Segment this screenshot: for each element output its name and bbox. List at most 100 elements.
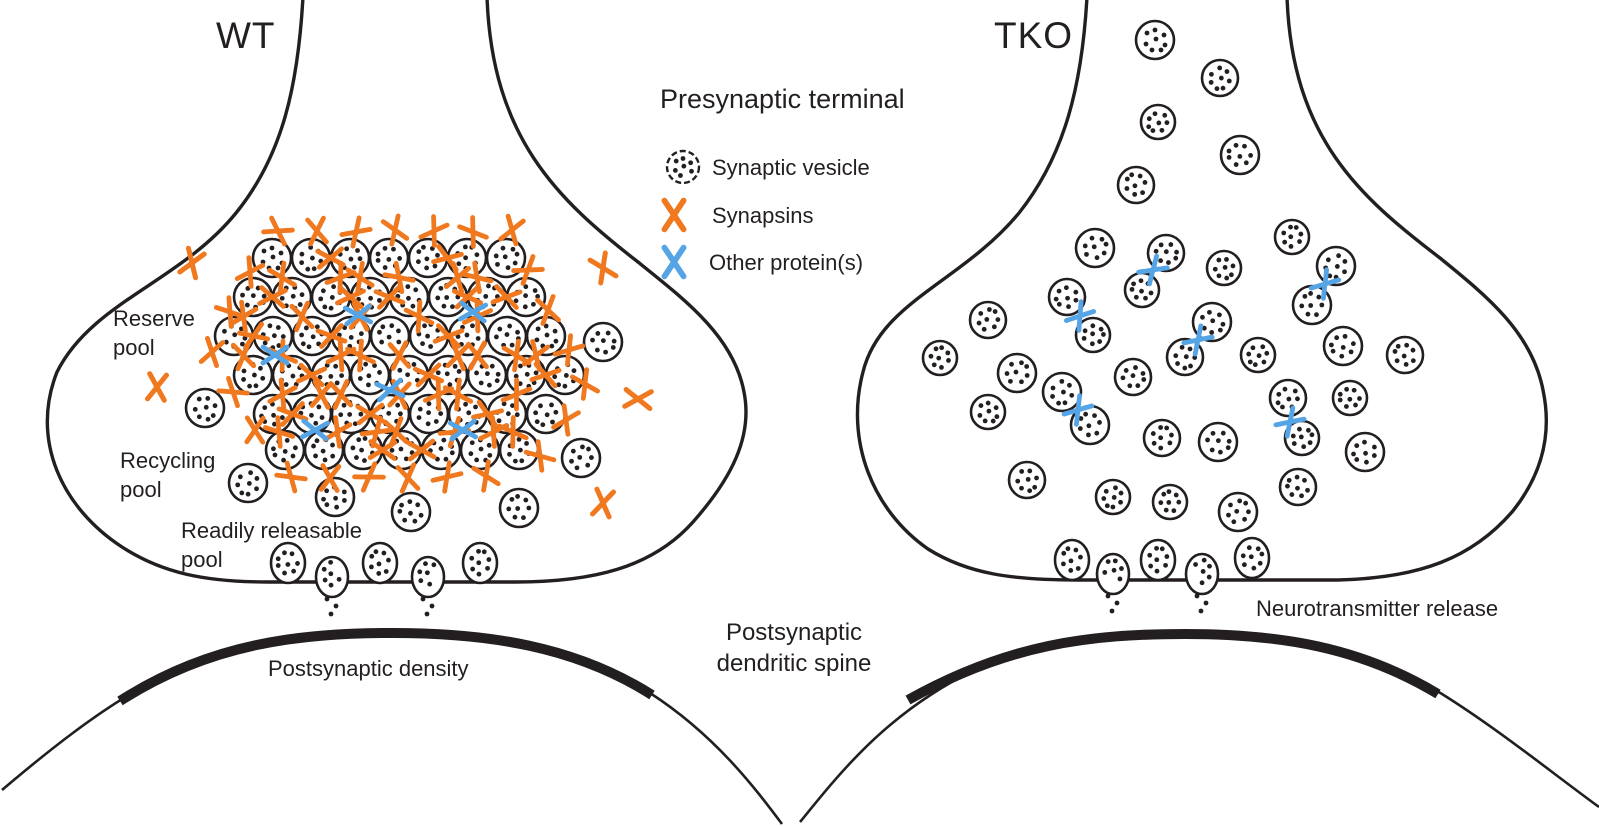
readily-releasable-line2: pool	[181, 547, 223, 572]
synapsin-icon	[318, 463, 342, 493]
synapsin-icon	[529, 361, 562, 389]
synapsin-icon	[523, 439, 557, 473]
synaptic-vesicle	[921, 339, 959, 377]
synapsin-icon	[244, 415, 266, 445]
synapsin-icon	[216, 375, 250, 409]
right-spine-membrane	[798, 629, 1599, 823]
synaptic-vesicle	[1273, 218, 1311, 256]
legend-label-other-proteins: Other protein(s)	[709, 250, 864, 275]
legend-label-synaptic-vesicle: Synaptic vesicle	[712, 155, 870, 180]
other-protein-icon	[1061, 393, 1095, 427]
synapsin-icon	[511, 254, 545, 286]
synaptic-vesicle-legend-icon	[665, 149, 701, 185]
synapsin-icon	[267, 377, 298, 412]
synaptic-vesicle	[1074, 316, 1112, 354]
synapsin-icon	[145, 371, 169, 403]
recycling-pool-label: Recycling pool	[120, 446, 215, 504]
synapsin-icon	[274, 460, 308, 494]
synaptic-vesicle	[582, 321, 624, 363]
synapsin-icon	[551, 403, 581, 437]
synapsin-icon	[261, 215, 295, 247]
synaptic-vesicle	[1331, 379, 1369, 417]
synaptic-vesicle	[368, 237, 410, 279]
other-protein-icon	[374, 377, 406, 403]
synaptic-vesicle	[1233, 536, 1271, 580]
other-protein-icon	[1308, 267, 1342, 301]
other-protein-icon	[1063, 299, 1097, 333]
synaptic-vesicle	[1219, 134, 1261, 176]
synapsin-icon	[198, 335, 226, 369]
synapsin-icon	[445, 339, 471, 372]
synapsin-icon	[498, 213, 526, 247]
synaptic-vesicle	[1094, 478, 1132, 516]
recycling-pool-line1: Recycling	[120, 448, 216, 473]
synaptic-vesicle	[1191, 301, 1233, 343]
spine-label-line1: Postsynaptic	[725, 619, 863, 646]
synaptic-vesicle	[525, 315, 567, 357]
synapsin-icon	[177, 245, 207, 281]
spine-label-line2: dendritic spine	[716, 650, 872, 677]
synapsin-icon	[387, 340, 412, 371]
other-protein-icon	[447, 418, 479, 442]
synapsin-icon	[590, 486, 616, 520]
other-protein-icon	[342, 303, 374, 327]
synapsin-icon	[315, 323, 348, 349]
fusing-vesicle	[1184, 552, 1220, 614]
synaptic-vesicle	[1151, 483, 1189, 521]
synapsin-icon	[661, 197, 687, 233]
synapsin-icon	[406, 438, 437, 462]
postsynaptic-spine-left	[1, 627, 784, 825]
synapsin-icon	[490, 284, 523, 310]
tko-presynaptic-outline	[855, 0, 1549, 582]
synapsin-icon	[395, 462, 421, 494]
synaptic-vesicle	[1041, 371, 1083, 413]
synapsin-icon	[466, 340, 489, 371]
synaptic-vesicle	[1053, 538, 1091, 582]
synaptic-vesicle	[969, 393, 1007, 431]
legend-label-synapsins: Synapsins	[712, 203, 814, 228]
tko-docked-vesicles	[1053, 536, 1271, 614]
synaptic-vesicle	[560, 437, 602, 479]
synapsin-icon	[267, 260, 297, 295]
synapsin-icon	[622, 387, 654, 411]
synapsin-icon	[230, 339, 257, 372]
left-postsynaptic-density-band	[117, 627, 655, 706]
wt-docked-vesicles	[269, 541, 499, 617]
synapsin-icon	[497, 415, 529, 449]
synaptic-vesicle	[485, 237, 527, 279]
synaptic-vesicle	[1139, 538, 1177, 582]
synaptic-vesicle	[1205, 249, 1243, 287]
synaptic-vesicle	[1385, 335, 1425, 375]
wt-panel-title: WT	[216, 15, 276, 56]
synapsin-icon	[234, 255, 266, 289]
synaptic-vesicle	[1239, 336, 1277, 374]
synapsin-icon	[213, 295, 247, 329]
synaptic-vesicle	[227, 462, 269, 504]
synapsin-icon	[345, 338, 376, 373]
synaptic-vesicle	[498, 487, 540, 529]
wt-free-vesicles	[184, 321, 624, 533]
synaptic-vesicle	[1197, 421, 1239, 463]
postsynaptic-dendritic-spine-label: Postsynaptic dendritic spine	[688, 617, 900, 679]
recycling-pool-line2: pool	[120, 477, 162, 502]
synapsin-icon	[380, 213, 410, 247]
reserve-pool-label: Reserve pool	[113, 304, 195, 362]
synapsin-icon	[443, 261, 472, 294]
synapsin-icon	[276, 401, 309, 427]
synapsin-icon	[432, 323, 465, 349]
synaptic-vesicle	[996, 352, 1038, 394]
synapsin-icon	[442, 377, 474, 412]
synapsin-icon	[352, 461, 386, 493]
other-protein-icon	[457, 300, 489, 324]
synapsin-icon	[457, 215, 489, 249]
other-protein-icon	[1136, 253, 1170, 287]
postsynaptic-spine-right	[798, 628, 1599, 823]
tko-blue-proteins	[1061, 253, 1342, 439]
wt-blue-proteins	[260, 300, 489, 442]
synapsin-icon	[587, 250, 619, 286]
other-protein-icon	[260, 344, 290, 366]
synapsin-icon	[552, 333, 586, 367]
fusing-vesicle	[410, 555, 446, 617]
synapsin-icon	[295, 362, 328, 388]
